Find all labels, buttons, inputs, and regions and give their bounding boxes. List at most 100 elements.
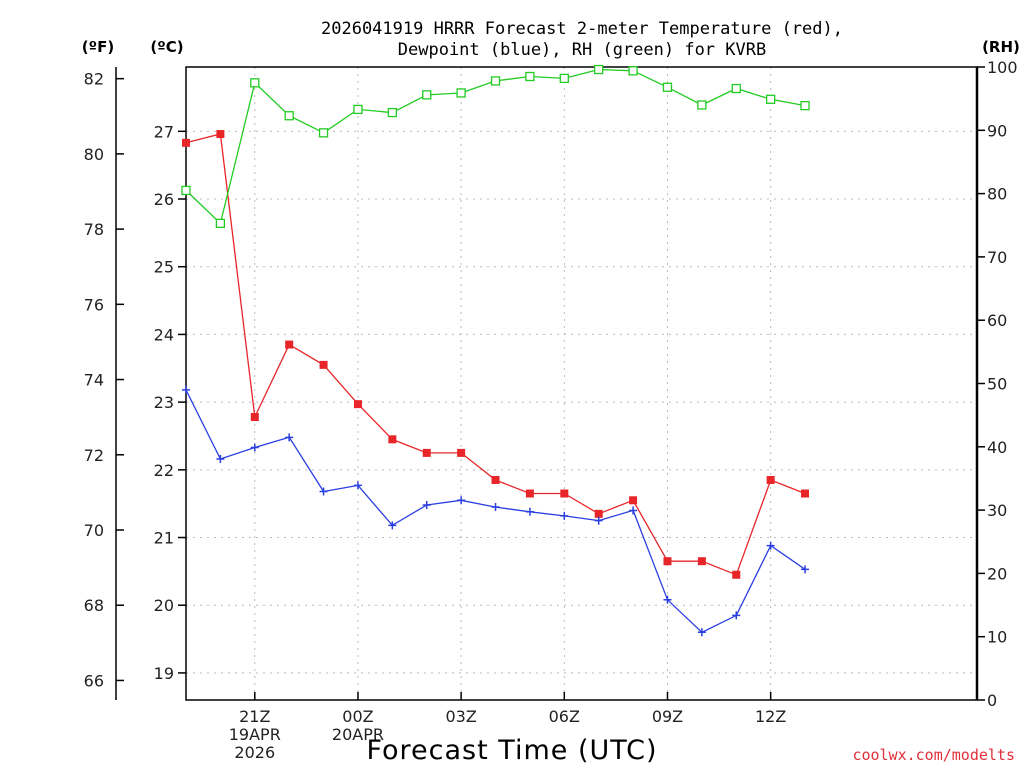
dewpoint-point xyxy=(594,516,603,525)
dewpoint-point xyxy=(319,487,328,496)
celsius-tick-label: 27 xyxy=(154,122,174,141)
x-axis-label: Forecast Time (UTC) xyxy=(366,735,657,766)
x-tick-label: 21Z xyxy=(239,707,270,726)
celsius-tick-label: 20 xyxy=(154,596,174,615)
dewpoint-point xyxy=(525,507,534,516)
rh-point xyxy=(353,104,363,115)
rh-tick-label: 10 xyxy=(987,628,1007,647)
temperature-point xyxy=(766,475,775,484)
rh-point xyxy=(387,107,397,118)
rh-point xyxy=(318,128,329,138)
dewpoint-point xyxy=(388,521,397,530)
dewpoint-point xyxy=(629,506,638,515)
dewpoint-point xyxy=(697,628,706,637)
fahrenheit-tick-label: 72 xyxy=(84,446,104,465)
rh-tick-label: 50 xyxy=(987,375,1007,394)
rh-point xyxy=(250,78,260,88)
rh-tick-label: 80 xyxy=(987,185,1007,204)
chart-title-line-2: Dewpoint (blue), RH (green) for KVRB xyxy=(398,40,766,60)
temperature-point xyxy=(560,489,569,498)
fahrenheit-tick-label: 76 xyxy=(84,295,104,314)
rh-point xyxy=(559,73,569,84)
rh-tick-label: 20 xyxy=(987,564,1007,583)
series-line-dewpoint xyxy=(185,389,806,634)
celsius-tick-label: 24 xyxy=(154,325,174,344)
fahrenheit-tick-label: 78 xyxy=(84,220,104,239)
fahrenheit-tick-label: 82 xyxy=(84,70,104,89)
rh-tick-label: 90 xyxy=(987,121,1007,140)
rh-tick-label: 100 xyxy=(987,58,1018,77)
rh-point xyxy=(662,82,673,92)
dewpoint-point xyxy=(801,565,810,574)
x-tick-label: 20APR xyxy=(332,725,384,744)
fahrenheit-tick-label: 68 xyxy=(84,596,104,615)
temperature-point xyxy=(319,360,328,369)
rh-point xyxy=(731,83,741,94)
fahrenheit-axis-label: (ºF) xyxy=(82,38,114,56)
rh-point xyxy=(628,66,638,76)
rh-point xyxy=(284,111,294,121)
x-tick-label: 00Z xyxy=(342,707,373,726)
celsius-tick-label: 22 xyxy=(154,461,174,480)
rh-tick-label: 60 xyxy=(987,311,1007,330)
dewpoint-point xyxy=(732,611,741,620)
celsius-tick-label: 25 xyxy=(154,258,174,277)
dewpoint-point xyxy=(766,541,775,550)
celsius-tick-label: 19 xyxy=(154,664,174,683)
dewpoint-point xyxy=(182,385,190,394)
celsius-tick-label: 23 xyxy=(154,393,174,412)
chart-title-line-1: 2026041919 HRRR Forecast 2-meter Tempera… xyxy=(321,19,843,39)
rh-point xyxy=(697,100,707,110)
rh-tick-label: 0 xyxy=(987,691,997,710)
rh-point xyxy=(800,100,810,111)
series-rh xyxy=(181,64,810,229)
temperature-point xyxy=(491,475,500,484)
dewpoint-point xyxy=(285,433,294,442)
dewpoint-point xyxy=(560,511,569,520)
fahrenheit-tick-label: 74 xyxy=(84,371,104,390)
rh-point xyxy=(181,185,191,196)
celsius-tick-label: 21 xyxy=(154,529,174,548)
axes: 19 20 21 22 23 24 25 26 27 66 68 70 72 74 76 78 80 82 0 10 2… xyxy=(84,58,1018,710)
grid xyxy=(186,67,977,700)
x-tick-label: 09Z xyxy=(652,707,683,726)
series-temperature xyxy=(182,130,810,579)
x-tick-label: 19APR xyxy=(229,725,281,744)
rh-tick-label: 40 xyxy=(987,438,1007,457)
fahrenheit-tick-label: 80 xyxy=(84,145,104,164)
temperature-point xyxy=(422,448,431,457)
celsius-tick-label: 26 xyxy=(154,190,174,209)
x-tick-label: 12Z xyxy=(755,707,786,726)
rh-point xyxy=(525,71,535,82)
series xyxy=(181,64,810,637)
rh-point xyxy=(766,94,776,104)
x-tick-label: 06Z xyxy=(549,707,580,726)
rh-tick-label: 30 xyxy=(987,501,1007,520)
temperature-point xyxy=(457,448,466,457)
temperature-point xyxy=(732,570,741,579)
temperature-point xyxy=(525,489,534,498)
temperature-point xyxy=(182,138,190,147)
rh-axis-label: (RH) xyxy=(982,38,1020,56)
temperature-point xyxy=(629,496,638,505)
rh-point xyxy=(490,76,501,86)
x-tick-label: 2026 xyxy=(234,743,275,762)
dewpoint-point xyxy=(663,595,672,604)
fahrenheit-tick-label: 66 xyxy=(84,671,104,690)
dewpoint-point xyxy=(422,501,431,510)
dewpoint-point xyxy=(216,454,225,463)
temperature-point xyxy=(801,489,810,498)
series-line-rh xyxy=(185,68,806,225)
rh-point xyxy=(594,64,604,75)
rh-point xyxy=(456,88,466,98)
celsius-axis-label: (ºC) xyxy=(150,38,183,56)
temperature-point xyxy=(353,400,362,409)
temperature-point xyxy=(663,557,672,566)
dewpoint-point xyxy=(250,443,259,452)
dewpoint-point xyxy=(457,496,466,505)
temperature-point xyxy=(216,130,225,139)
temperature-point xyxy=(285,340,294,349)
fahrenheit-tick-label: 70 xyxy=(84,521,104,540)
